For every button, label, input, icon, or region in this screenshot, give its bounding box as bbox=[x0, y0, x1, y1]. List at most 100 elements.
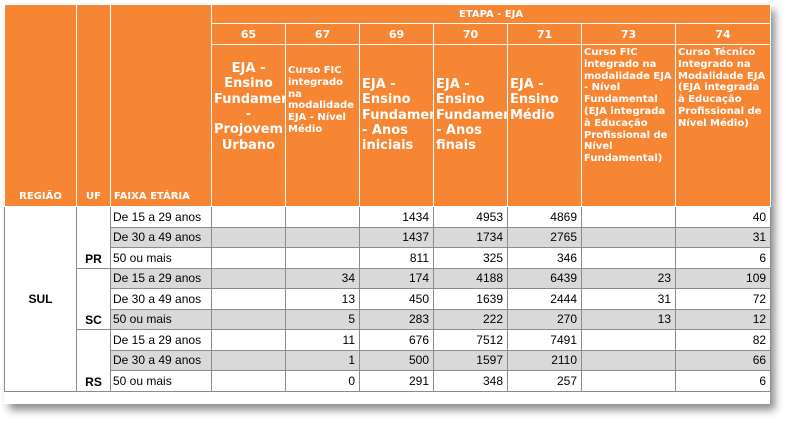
value-cell: 4869 bbox=[507, 206, 582, 228]
value-cell: 676 bbox=[359, 329, 434, 351]
eja-enrollment-table: REGIÃO UF FAIXA ETÁRIA ETAPA - EJA 65 67… bbox=[4, 4, 772, 392]
header-code-71: 71 bbox=[507, 23, 582, 45]
value-cell: 1437 bbox=[359, 226, 434, 248]
value-cell bbox=[581, 226, 676, 248]
header-faixa-etaria: FAIXA ETÁRIA bbox=[110, 4, 212, 207]
header-desc-71: EJA - Ensino Médio bbox=[507, 44, 582, 207]
header-desc-73: Curso FIC integrado na modalidade EJA - … bbox=[581, 44, 676, 207]
header-uf: UF bbox=[76, 4, 111, 207]
value-cell: 34 bbox=[285, 267, 360, 289]
value-cell: 257 bbox=[507, 370, 582, 392]
header-code-67: 67 bbox=[285, 23, 360, 45]
faixa-etaria-cell: De 30 a 49 anos bbox=[110, 226, 212, 248]
value-cell: 5 bbox=[285, 308, 360, 330]
table-row: 50 ou mais 811 325 346 6 bbox=[5, 247, 772, 269]
value-cell: 4953 bbox=[433, 206, 508, 228]
value-cell: 283 bbox=[359, 308, 434, 330]
header-code-65: 65 bbox=[211, 23, 286, 45]
value-cell: 23 bbox=[581, 267, 676, 289]
header-desc-69: EJA - Ensino Fundamental - Anos iniciais bbox=[359, 44, 434, 207]
value-cell: 1 bbox=[285, 349, 360, 371]
header-code-69: 69 bbox=[359, 23, 434, 45]
faixa-etaria-cell: De 15 a 29 anos bbox=[110, 206, 212, 228]
value-cell: 2765 bbox=[507, 226, 582, 248]
value-cell: 31 bbox=[581, 288, 676, 310]
faixa-etaria-cell: De 30 a 49 anos bbox=[110, 349, 212, 371]
value-cell: 222 bbox=[433, 308, 508, 330]
table-row: 50 ou mais 5 283 222 270 13 12 bbox=[5, 308, 772, 330]
value-cell: 174 bbox=[359, 267, 434, 289]
value-cell: 270 bbox=[507, 308, 582, 330]
value-cell: 7512 bbox=[433, 329, 508, 351]
value-cell: 7491 bbox=[507, 329, 582, 351]
faixa-etaria-cell: De 30 a 49 anos bbox=[110, 288, 212, 310]
table-row: De 30 a 49 anos 1437 1734 2765 31 bbox=[5, 226, 772, 248]
value-cell: 11 bbox=[285, 329, 360, 351]
header-etapa-eja: ETAPA - EJA bbox=[210, 4, 772, 24]
value-cell bbox=[211, 206, 286, 228]
header-code-70: 70 bbox=[433, 23, 508, 45]
header-desc-67: Curso FIC integrado na modalidade EJA - … bbox=[285, 44, 360, 207]
value-cell bbox=[285, 226, 360, 248]
faixa-etaria-cell: De 15 a 29 anos bbox=[110, 267, 212, 289]
value-cell bbox=[211, 329, 286, 351]
value-cell bbox=[581, 247, 676, 269]
value-cell: 2444 bbox=[507, 288, 582, 310]
header-desc-70: EJA - Ensino Fundamental - Anos finais bbox=[433, 44, 508, 207]
value-cell: 13 bbox=[285, 288, 360, 310]
region-cell: SUL bbox=[4, 206, 77, 392]
table-row: RS De 15 a 29 anos 11 676 7512 7491 82 bbox=[5, 329, 772, 392]
uf-cell: PR bbox=[76, 206, 111, 269]
value-cell bbox=[581, 349, 676, 371]
table-row: De 30 a 49 anos 1 500 1597 2110 66 bbox=[5, 349, 772, 371]
table-row: SUL PR De 15 a 29 anos 1434 4953 4869 40 bbox=[4, 206, 772, 392]
value-cell: 109 bbox=[674, 267, 772, 289]
header-desc-65: EJA - Ensino Fundamental - Projovem Urba… bbox=[211, 44, 286, 207]
faixa-etaria-cell: 50 ou mais bbox=[110, 308, 212, 330]
value-cell: 348 bbox=[433, 370, 508, 392]
value-cell bbox=[211, 349, 286, 371]
value-cell: 4188 bbox=[433, 267, 508, 289]
value-cell bbox=[211, 370, 286, 392]
value-cell: 811 bbox=[359, 247, 434, 269]
faixa-etaria-cell: 50 ou mais bbox=[110, 247, 212, 269]
value-cell: 12 bbox=[674, 308, 772, 330]
value-cell: 31 bbox=[674, 226, 772, 248]
value-cell bbox=[211, 247, 286, 269]
value-cell: 6 bbox=[674, 247, 772, 269]
value-cell: 66 bbox=[674, 349, 772, 371]
value-cell: 1734 bbox=[433, 226, 508, 248]
header-desc-74: Curso Técnico Integrado na Modalidade EJ… bbox=[674, 44, 772, 207]
faixa-etaria-cell: De 15 a 29 anos bbox=[110, 329, 212, 351]
value-cell bbox=[211, 288, 286, 310]
table-row: De 30 a 49 anos 13 450 1639 2444 31 72 bbox=[5, 288, 772, 310]
value-cell: 500 bbox=[359, 349, 434, 371]
value-cell: 346 bbox=[507, 247, 582, 269]
value-cell: 291 bbox=[359, 370, 434, 392]
value-cell: 1597 bbox=[433, 349, 508, 371]
header-regiao: REGIÃO bbox=[4, 4, 77, 207]
value-cell: 72 bbox=[674, 288, 772, 310]
value-cell bbox=[211, 267, 286, 289]
faixa-etaria-cell: 50 ou mais bbox=[110, 370, 212, 392]
value-cell bbox=[285, 206, 360, 228]
table-body: SUL PR De 15 a 29 anos 1434 4953 4869 40 De 30 … bbox=[4, 206, 772, 392]
value-cell: 450 bbox=[359, 288, 434, 310]
value-cell bbox=[581, 370, 676, 392]
value-cell: 2110 bbox=[507, 349, 582, 371]
header-code-73: 73 bbox=[581, 23, 676, 45]
value-cell: 1434 bbox=[359, 206, 434, 228]
value-cell: 13 bbox=[581, 308, 676, 330]
uf-cell: SC bbox=[76, 267, 111, 330]
value-cell: 325 bbox=[433, 247, 508, 269]
uf-cell: RS bbox=[76, 329, 111, 392]
table-frame: REGIÃO UF FAIXA ETÁRIA ETAPA - EJA 65 67… bbox=[4, 4, 772, 404]
value-cell: 82 bbox=[674, 329, 772, 351]
value-cell bbox=[581, 206, 676, 228]
value-cell: 6439 bbox=[507, 267, 582, 289]
header-code-74: 74 bbox=[674, 23, 772, 45]
value-cell: 0 bbox=[285, 370, 360, 392]
value-cell bbox=[211, 226, 286, 248]
value-cell: 6 bbox=[674, 370, 772, 392]
value-cell bbox=[285, 247, 360, 269]
